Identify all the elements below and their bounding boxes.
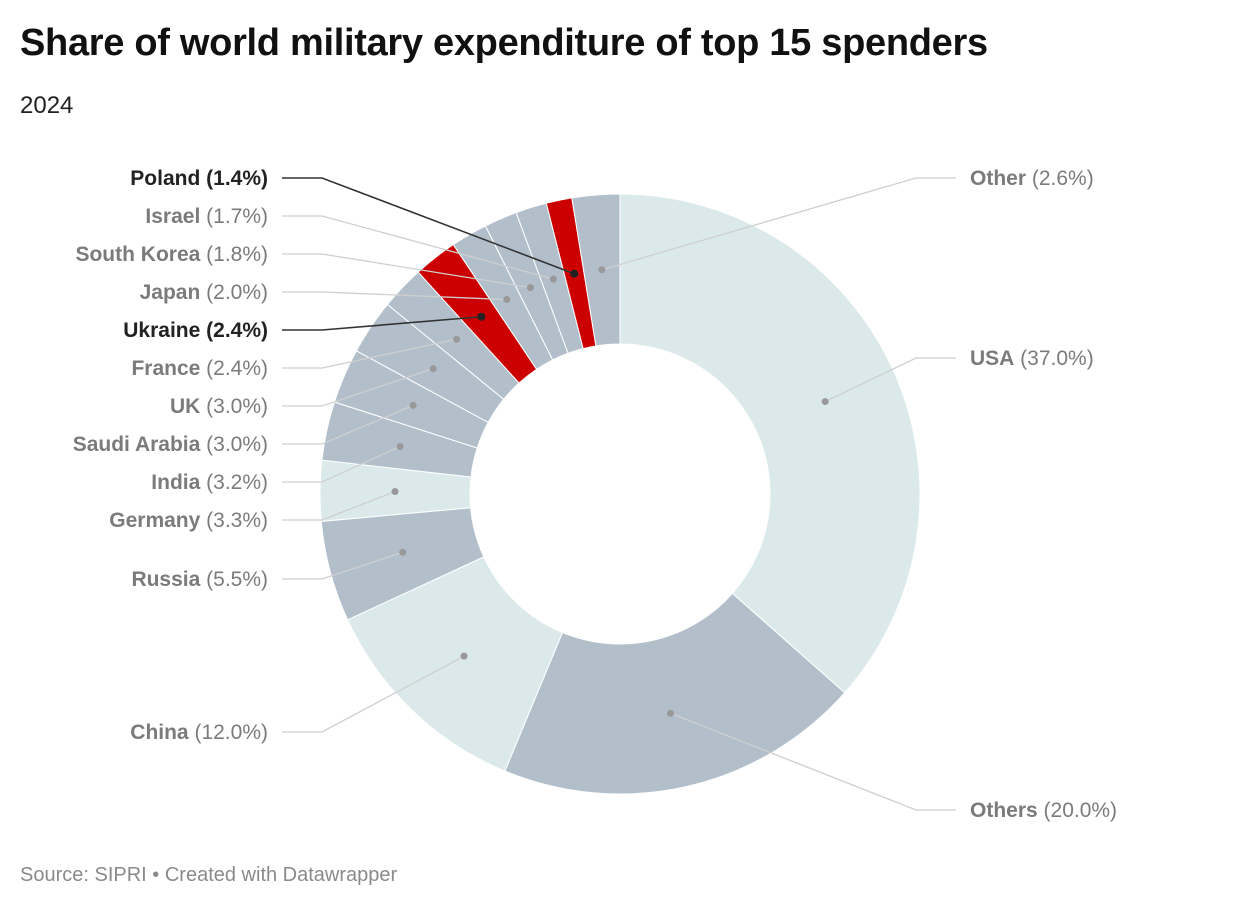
slice-label-france: France (2.4%)	[131, 357, 268, 380]
slice-name: Poland	[130, 167, 200, 190]
slice-label-india: India (3.2%)	[151, 471, 268, 494]
slice-value: (20.0%)	[1038, 799, 1117, 822]
slice-label-ukraine: Ukraine (2.4%)	[123, 319, 268, 342]
slice-value: (2.4%)	[200, 319, 268, 342]
leader-dot-other	[598, 266, 606, 274]
slice-name: Israel	[145, 205, 200, 228]
slice-value: (3.0%)	[200, 395, 268, 418]
source-note: Source: SIPRI	[20, 864, 147, 886]
slice-others	[504, 592, 846, 795]
leader-dot-france	[453, 335, 461, 343]
leader-line-saudi-arabia	[282, 404, 414, 445]
slice-value: (1.8%)	[200, 243, 268, 266]
slice-label-poland: Poland (1.4%)	[130, 167, 268, 190]
slice-label-uk: UK (3.0%)	[170, 395, 268, 418]
leader-dot-others	[667, 709, 675, 717]
slice-label-germany: Germany (3.3%)	[109, 509, 268, 532]
chart-subtitle: 2024	[20, 92, 74, 119]
slice-value: (3.3%)	[200, 509, 268, 532]
chart-footer: Source: SIPRI • Created with Datawrapper	[20, 864, 397, 887]
slice-name: South Korea	[75, 243, 200, 266]
leader-dot-saudi-arabia	[409, 401, 417, 409]
leader-line-japan	[282, 291, 507, 301]
slice-name: France	[131, 357, 200, 380]
leader-dot-ukraine	[477, 312, 486, 321]
slice-label-china: China (12.0%)	[130, 721, 268, 744]
leader-line-israel	[282, 215, 554, 280]
leader-dot-germany	[391, 488, 399, 496]
slice-value: (2.6%)	[1026, 167, 1094, 190]
slice-label-south-korea: South Korea (1.8%)	[75, 243, 268, 266]
slice-value: (1.4%)	[200, 167, 268, 190]
slice-name: China	[130, 721, 189, 744]
leader-dot-india	[396, 443, 404, 451]
leader-line-other	[601, 177, 956, 271]
leader-line-india	[282, 445, 401, 483]
slice-value: (2.4%)	[200, 357, 268, 380]
leader-line-poland	[282, 177, 575, 275]
slice-value: (12.0%)	[189, 721, 268, 744]
leader-dot-japan	[503, 296, 511, 304]
leader-line-south-korea	[282, 253, 531, 289]
slice-name: India	[151, 471, 200, 494]
slice-labels: USA (37.0%) Others (20.0%) China (12.0%) Ru…	[73, 167, 1117, 822]
slice-name: UK	[170, 395, 200, 418]
slice-name: Japan	[140, 281, 201, 304]
footer-separator: •	[146, 864, 165, 886]
leader-line-china	[282, 655, 465, 733]
slice-label-usa: USA (37.0%)	[970, 347, 1094, 370]
slice-value: (5.5%)	[200, 568, 268, 591]
slice-label-japan: Japan (2.0%)	[140, 281, 268, 304]
leader-dot-israel	[549, 275, 557, 283]
donut-slices	[319, 193, 921, 795]
slice-value: (3.2%)	[200, 471, 268, 494]
slice-value: (3.0%)	[200, 433, 268, 456]
slice-label-other: Other (2.6%)	[970, 167, 1094, 190]
leader-line-usa	[824, 357, 956, 403]
leader-line-france	[282, 338, 457, 369]
leader-line-others	[670, 712, 956, 811]
datawrapper-credit: Created with Datawrapper	[164, 864, 398, 886]
slice-name: Saudi Arabia	[73, 433, 201, 456]
leader-dot-usa	[821, 398, 829, 406]
slice-value: (37.0%)	[1014, 347, 1093, 370]
slice-label-saudi-arabia: Saudi Arabia (3.0%)	[73, 433, 268, 456]
leader-line-germany	[282, 490, 396, 521]
leader-dot-uk	[429, 365, 437, 373]
slice-name: Russia	[131, 568, 200, 591]
leader-dot-south-korea	[526, 284, 534, 292]
slice-label-russia: Russia (5.5%)	[131, 568, 268, 591]
slice-name: Germany	[109, 509, 200, 532]
leader-line-russia	[282, 551, 403, 580]
leader-line-ukraine	[282, 315, 482, 331]
slice-value: (2.0%)	[200, 281, 268, 304]
slice-value: (1.7%)	[200, 205, 268, 228]
slice-china	[346, 556, 564, 772]
slice-name: USA	[970, 347, 1014, 370]
slice-label-israel: Israel (1.7%)	[145, 205, 268, 228]
slice-other	[571, 193, 621, 347]
leader-dot-poland	[570, 269, 579, 278]
leader-dot-china	[460, 652, 468, 660]
label-leader-lines	[282, 177, 956, 811]
leader-line-uk	[282, 368, 434, 407]
slice-name: Other	[970, 167, 1026, 190]
slice-name: Ukraine	[123, 319, 200, 342]
slice-usa	[619, 193, 921, 694]
chart-title: Share of world military expenditure of t…	[20, 22, 988, 64]
slice-label-others: Others (20.0%)	[970, 799, 1117, 822]
slice-name: Others	[970, 799, 1038, 822]
leader-dot-russia	[399, 548, 407, 556]
